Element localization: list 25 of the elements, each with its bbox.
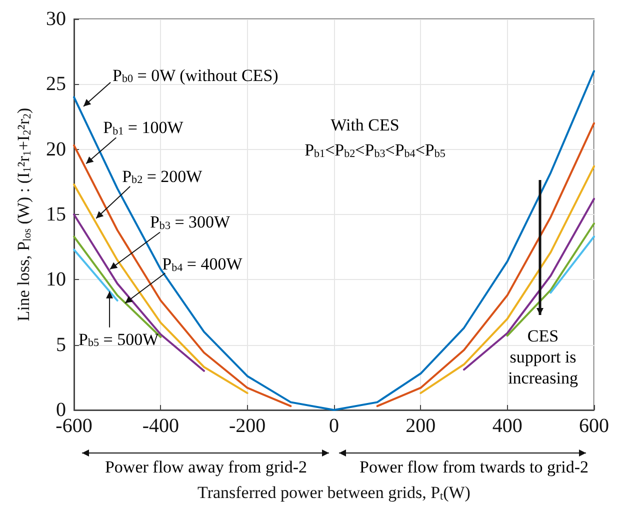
annotation: With CES bbox=[330, 116, 400, 134]
x-axis-title: Transferred power between grids, Pt(W) bbox=[198, 483, 470, 502]
x-tick-label: -400 bbox=[142, 415, 180, 437]
x-tick-label: 400 bbox=[492, 415, 522, 437]
annotation: Pb0 = 0W (without CES) bbox=[112, 66, 278, 86]
x-tick-label: -200 bbox=[228, 415, 266, 437]
text: Power flow from twards to grid-2 bbox=[360, 458, 588, 476]
annotation: Pb5 = 500W bbox=[78, 330, 160, 350]
y-tick-label: 15 bbox=[46, 204, 66, 226]
annotation: CES support is increasing bbox=[508, 326, 578, 388]
annotation: Pb4 = 400W bbox=[162, 254, 244, 274]
y-tick-label: 5 bbox=[56, 334, 66, 356]
annotation: Pb3 = 300W bbox=[150, 212, 232, 232]
x-tick-label: 600 bbox=[579, 415, 609, 437]
y-tick-label: 30 bbox=[46, 8, 66, 30]
y-tick-label: 10 bbox=[46, 268, 66, 291]
x-tick-label: 200 bbox=[406, 415, 436, 437]
text: Pb1<Pb2<Pb3<Pb4<Pb5 bbox=[304, 140, 446, 160]
text: Line loss, Plos (W) : (I1²r1+I2²r2) bbox=[14, 108, 34, 322]
y-tick-label: 25 bbox=[46, 73, 66, 96]
annotation: Pb1 = 100W bbox=[103, 118, 184, 138]
annotation: Pb2 = 200W bbox=[122, 166, 204, 186]
x-tick-label: 0 bbox=[329, 415, 339, 437]
text: Power flow away from grid-2 bbox=[104, 458, 308, 476]
y-tick-label: 20 bbox=[46, 138, 66, 160]
